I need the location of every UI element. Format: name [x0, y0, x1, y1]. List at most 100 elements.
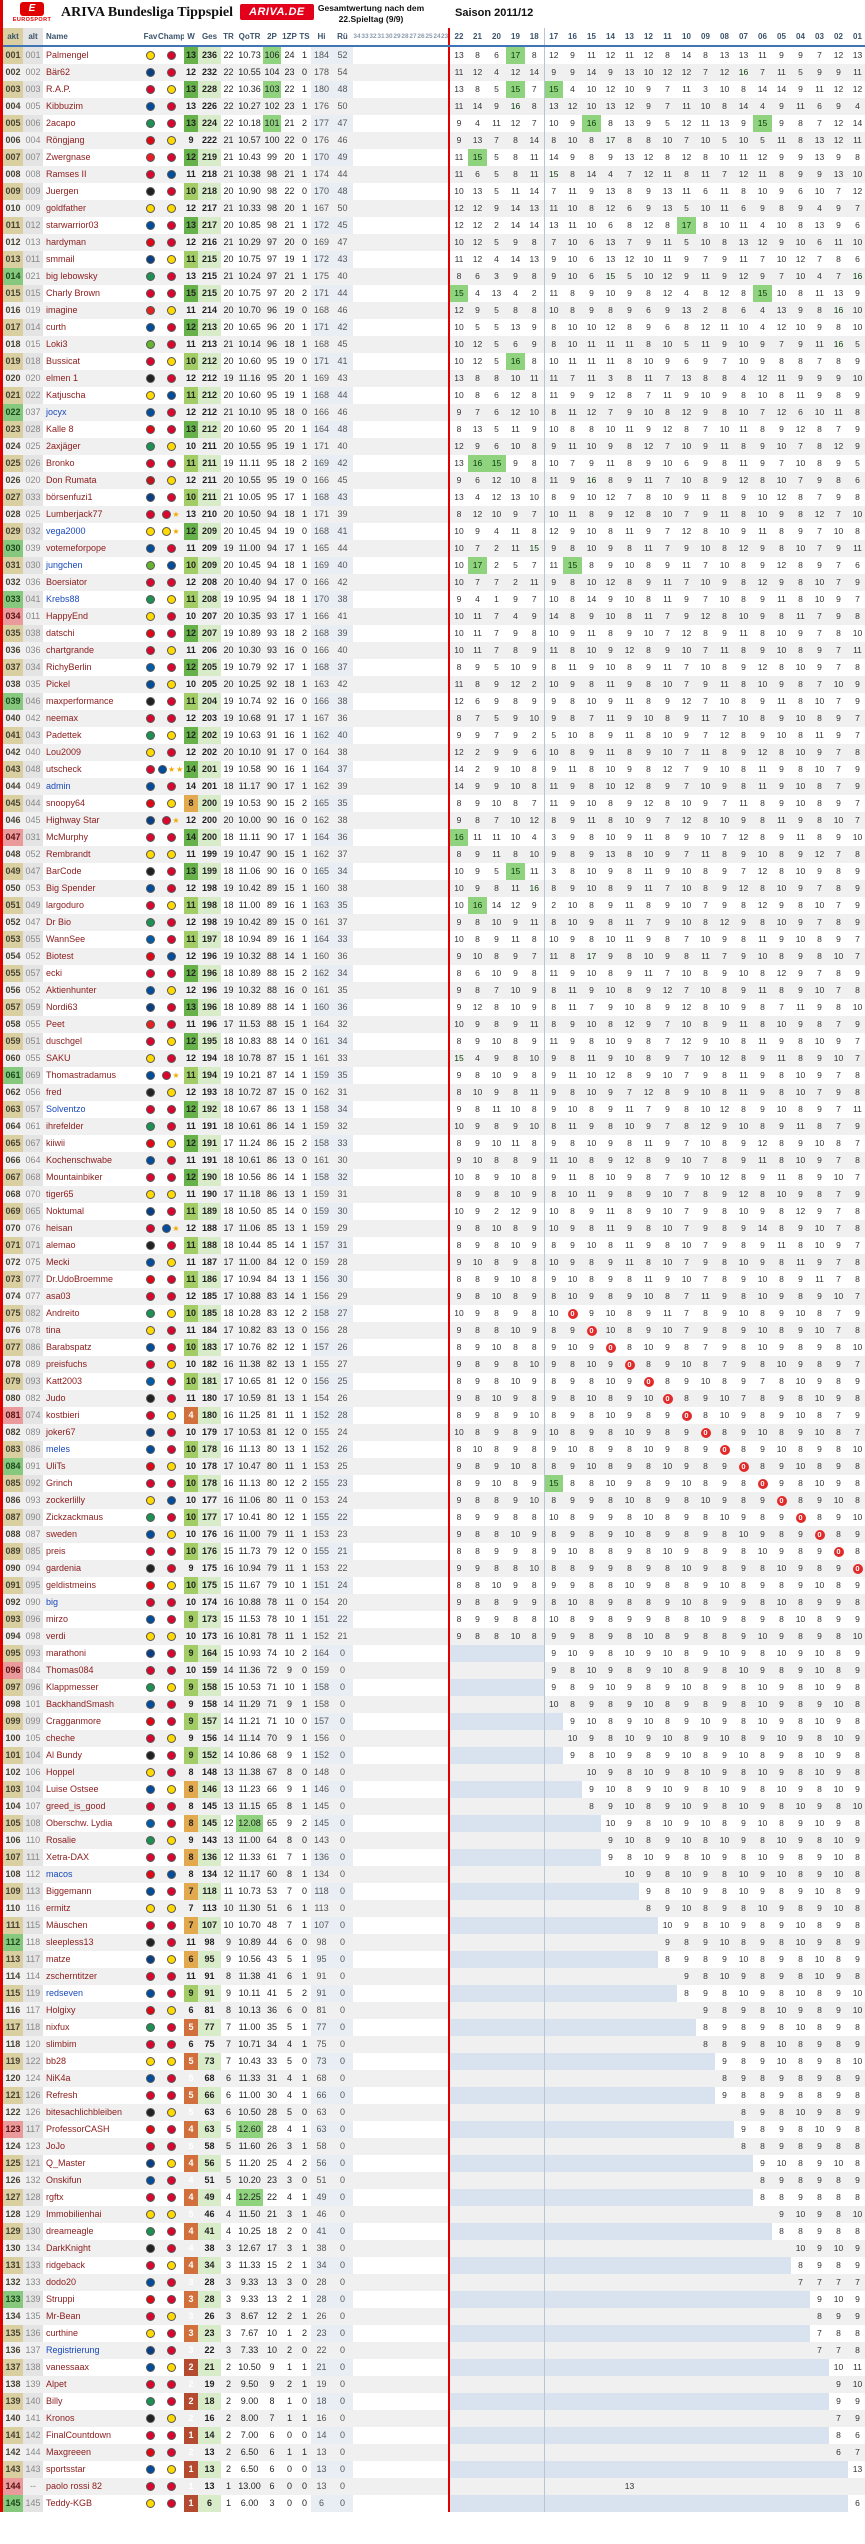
player-name-link[interactable]: R.A.P.: [46, 84, 71, 94]
player-name-link[interactable]: smmail: [46, 254, 75, 264]
player-name-link[interactable]: Nordi63: [46, 1002, 78, 1012]
player-name-link[interactable]: Mecki: [46, 1257, 70, 1267]
matchday-future-cell: [377, 1067, 385, 1084]
player-name-link[interactable]: BarCode: [46, 866, 82, 876]
player-name-link[interactable]: Thomastradamus: [46, 1070, 117, 1080]
player-name-link[interactable]: hardyman: [46, 237, 87, 247]
player-name-link[interactable]: Don Rumata: [46, 475, 97, 485]
player-name-link[interactable]: UliTs: [46, 1461, 66, 1471]
player-name-link[interactable]: largoduro: [46, 900, 85, 910]
player-name-link[interactable]: starwarrior03: [46, 220, 99, 230]
player-name-link[interactable]: ecki: [46, 968, 63, 978]
player-name-link[interactable]: Lou2009: [46, 747, 82, 757]
player-name-link[interactable]: snoopy64: [46, 798, 86, 808]
player-name-link[interactable]: Judo: [46, 1393, 66, 1403]
player-name-link[interactable]: gardenia: [46, 1563, 82, 1573]
player-name-link[interactable]: Biotest: [46, 951, 74, 961]
player-name-link[interactable]: tina: [46, 1325, 61, 1335]
player-name-link[interactable]: Dr.UdoBroemme: [46, 1274, 114, 1284]
player-name-link[interactable]: WannSee: [46, 934, 86, 944]
player-name-link[interactable]: meles: [46, 1444, 71, 1454]
player-name-link[interactable]: fred: [46, 1087, 62, 1097]
player-name-link[interactable]: SAKU: [46, 1053, 71, 1063]
player-name-link[interactable]: kiiwii: [46, 1138, 65, 1148]
player-name-link[interactable]: curth: [46, 322, 67, 332]
player-name-link[interactable]: sweden: [46, 1529, 78, 1539]
player-name-link[interactable]: Kibbuzim: [46, 101, 84, 111]
player-name-link[interactable]: Krebs88: [46, 594, 80, 604]
player-name-link[interactable]: vega2000: [46, 526, 86, 536]
player-name-link[interactable]: marathoni: [46, 1648, 87, 1658]
matchday-cell: 9: [494, 1274, 499, 1284]
player-name-link[interactable]: Bronko: [46, 458, 75, 468]
player-name-link[interactable]: Bär62: [46, 67, 71, 77]
player-name-link[interactable]: Katt2003: [46, 1376, 83, 1386]
player-name-link[interactable]: alemao: [46, 1240, 76, 1250]
player-name-link[interactable]: Solventzo: [46, 1104, 86, 1114]
player-name-link[interactable]: börsenfuzi1: [46, 492, 93, 502]
player-name-link[interactable]: Kalle 8: [46, 424, 74, 434]
player-name-link[interactable]: Palmengel: [46, 50, 89, 60]
player-name-link[interactable]: maxperformance: [46, 696, 114, 706]
player-name-link[interactable]: utscheck: [46, 764, 82, 774]
player-name-link[interactable]: imagine: [46, 305, 78, 315]
player-name-link[interactable]: asa03: [46, 1291, 71, 1301]
player-name-link[interactable]: Kochenschwabe: [46, 1155, 113, 1165]
player-name-link[interactable]: neemax: [46, 713, 79, 723]
player-name-link[interactable]: Bussicat: [46, 356, 81, 366]
player-name-link[interactable]: Lumberjack77: [46, 509, 103, 519]
player-name-link[interactable]: elmen 1: [46, 373, 79, 383]
player-name-link[interactable]: Peet: [46, 1019, 65, 1029]
matchday-future-cell: [369, 795, 377, 812]
player-name-link[interactable]: Loki3: [46, 339, 68, 349]
player-name-link[interactable]: Katjuscha: [46, 390, 86, 400]
player-name-link[interactable]: preis: [46, 1546, 66, 1556]
player-name-link[interactable]: goldfather: [46, 203, 87, 213]
player-name-link[interactable]: votemeforpope: [46, 543, 107, 553]
player-name-link[interactable]: Noktumal: [46, 1206, 85, 1216]
player-name-link[interactable]: geldistmeins: [46, 1580, 97, 1590]
player-name-link[interactable]: jocyx: [46, 407, 67, 417]
player-name-link[interactable]: jungchen: [46, 560, 83, 570]
matchday-cell: 10: [719, 696, 730, 706]
player-name-link[interactable]: ihrefelder: [46, 1121, 84, 1131]
fav-crest-icon: [146, 1377, 155, 1387]
player-name-link[interactable]: Ramses II: [46, 169, 87, 179]
player-name-link[interactable]: admin: [46, 781, 71, 791]
player-name-link[interactable]: duschgel: [46, 1036, 83, 1046]
player-name-link[interactable]: verdi: [46, 1631, 66, 1641]
player-name-link[interactable]: Rembrandt: [46, 849, 91, 859]
player-name-link[interactable]: Boersiator: [46, 577, 88, 587]
player-name-link[interactable]: mirzo: [46, 1614, 68, 1624]
player-name-link[interactable]: Aktienhunter: [46, 985, 97, 995]
player-name-link[interactable]: Charly Brown: [46, 288, 101, 298]
player-name-link[interactable]: joker67: [46, 1427, 76, 1437]
player-name-link[interactable]: kostbieri: [46, 1410, 80, 1420]
player-name-link[interactable]: Zwergnase: [46, 152, 91, 162]
player-name-link[interactable]: Padettek: [46, 730, 82, 740]
player-name-link[interactable]: datschi: [46, 628, 75, 638]
player-name-link[interactable]: Highway Star: [46, 815, 100, 825]
player-name-link[interactable]: Pickel: [46, 679, 71, 689]
player-name-link[interactable]: zockerlilly: [46, 1495, 86, 1505]
player-name-link[interactable]: Andreito: [46, 1308, 80, 1318]
player-name-link[interactable]: Röngjang: [46, 135, 85, 145]
player-name-link[interactable]: Dr Bio: [46, 917, 72, 927]
player-name-link[interactable]: Juergen: [46, 186, 79, 196]
player-name-link[interactable]: tiger65: [46, 1189, 74, 1199]
player-name-link[interactable]: Mountainbiker: [46, 1172, 103, 1182]
player-name-link[interactable]: Big Spender: [46, 883, 96, 893]
player-name-link[interactable]: Grinch: [46, 1478, 73, 1488]
player-name-link[interactable]: 2axjäger: [46, 441, 81, 451]
player-name-link[interactable]: big: [46, 1597, 59, 1607]
player-name-link[interactable]: 2acapo: [46, 118, 76, 128]
player-name-link[interactable]: McMurphy: [46, 832, 89, 842]
player-name-link[interactable]: HappyEnd: [46, 611, 89, 621]
player-name-link[interactable]: Barabspatz: [46, 1342, 92, 1352]
player-name-link[interactable]: preisfuchs: [46, 1359, 88, 1369]
player-name-link[interactable]: chartgrande: [46, 645, 95, 655]
player-name-link[interactable]: RichyBerlin: [46, 662, 92, 672]
player-name-link[interactable]: Zickzackmaus: [46, 1512, 104, 1522]
player-name-link[interactable]: heisan: [46, 1223, 73, 1233]
player-name-link[interactable]: big lebowsky: [46, 271, 98, 281]
